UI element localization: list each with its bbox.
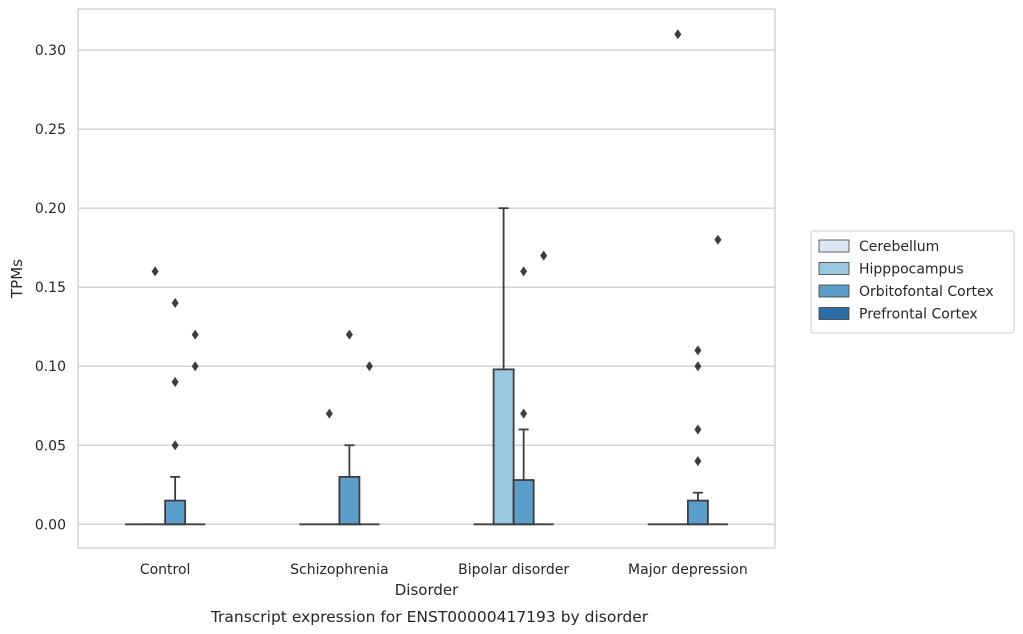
legend-item: Orbitofontal Cortex — [818, 284, 994, 300]
outlier-point — [520, 266, 528, 277]
y-tick-label: 0.20 — [35, 201, 66, 217]
outlier-point — [674, 29, 682, 40]
outlier-point — [694, 424, 702, 435]
outlier-point — [171, 377, 179, 388]
outlier-point — [325, 408, 333, 419]
gridlines — [78, 49, 775, 525]
legend-swatch — [818, 284, 850, 298]
x-tick-label: Schizophrenia — [290, 562, 388, 578]
box-body — [338, 475, 361, 526]
legend-label: Hipppocampus — [859, 262, 964, 278]
x-axis-label: Disorder — [395, 581, 459, 599]
outlier-point — [520, 408, 528, 419]
y-tick-label: 0.25 — [35, 122, 66, 138]
legend: Cerebellum Hipppocampus Orbitofontal Corte… — [810, 230, 1015, 334]
outlier-point — [694, 456, 702, 467]
box-body — [512, 479, 535, 526]
outlier-point — [151, 266, 159, 277]
y-axis-ticks: 0.00 0.05 0.10 0.15 0.20 0.25 0.30 — [35, 43, 66, 533]
plot-frame — [77, 8, 776, 549]
outlier-point — [714, 234, 722, 245]
legend-label: Cerebellum — [859, 239, 939, 255]
box-orbitofontal-cortex — [164, 475, 187, 526]
legend-swatch — [818, 307, 850, 320]
legend-item: Hipppocampus — [818, 262, 964, 278]
chart-caption: Transcript expression for ENST0000041719… — [210, 608, 649, 626]
box-body — [492, 368, 515, 526]
legend-swatch — [818, 239, 850, 253]
y-tick-label: 0.15 — [35, 280, 66, 296]
outlier-point — [694, 345, 702, 356]
x-tick-label: Control — [140, 562, 191, 578]
y-tick-label: 0.30 — [35, 43, 66, 59]
legend-item: Prefrontal Cortex — [818, 307, 978, 323]
box-hipppocampus — [492, 207, 515, 526]
outlier-point — [345, 329, 353, 340]
box-orbitofontal-cortex — [686, 491, 709, 526]
outlier-point — [365, 361, 373, 372]
legend-label: Prefrontal Cortex — [859, 307, 978, 323]
x-tick-label: Bipolar disorder — [458, 562, 569, 578]
box-body — [164, 499, 187, 526]
outlier-point — [694, 361, 702, 372]
outliers — [151, 29, 722, 467]
y-tick-label: 0.05 — [35, 438, 66, 454]
y-tick-label: 0.10 — [35, 359, 66, 375]
x-axis-ticks: Control Schizophrenia Bipolar disorder Majo… — [140, 562, 748, 578]
box-orbitofontal-cortex — [338, 444, 361, 526]
outlier-point — [191, 329, 199, 340]
outlier-point — [540, 250, 548, 261]
x-tick-label: Major depression — [628, 562, 748, 578]
box-orbitofontal-cortex — [512, 428, 535, 526]
legend-swatch — [818, 262, 850, 275]
legend-label: Orbitofontal Cortex — [859, 284, 994, 300]
outlier-point — [171, 298, 179, 308]
legend-frame — [810, 230, 1015, 334]
outlier-point — [191, 361, 199, 372]
box-body — [686, 499, 709, 526]
outlier-point — [171, 440, 179, 451]
boxes — [125, 207, 728, 526]
legend-item: Cerebellum — [818, 239, 939, 255]
y-tick-label: 0.00 — [35, 517, 66, 533]
y-axis-label: TPMs — [8, 259, 26, 299]
